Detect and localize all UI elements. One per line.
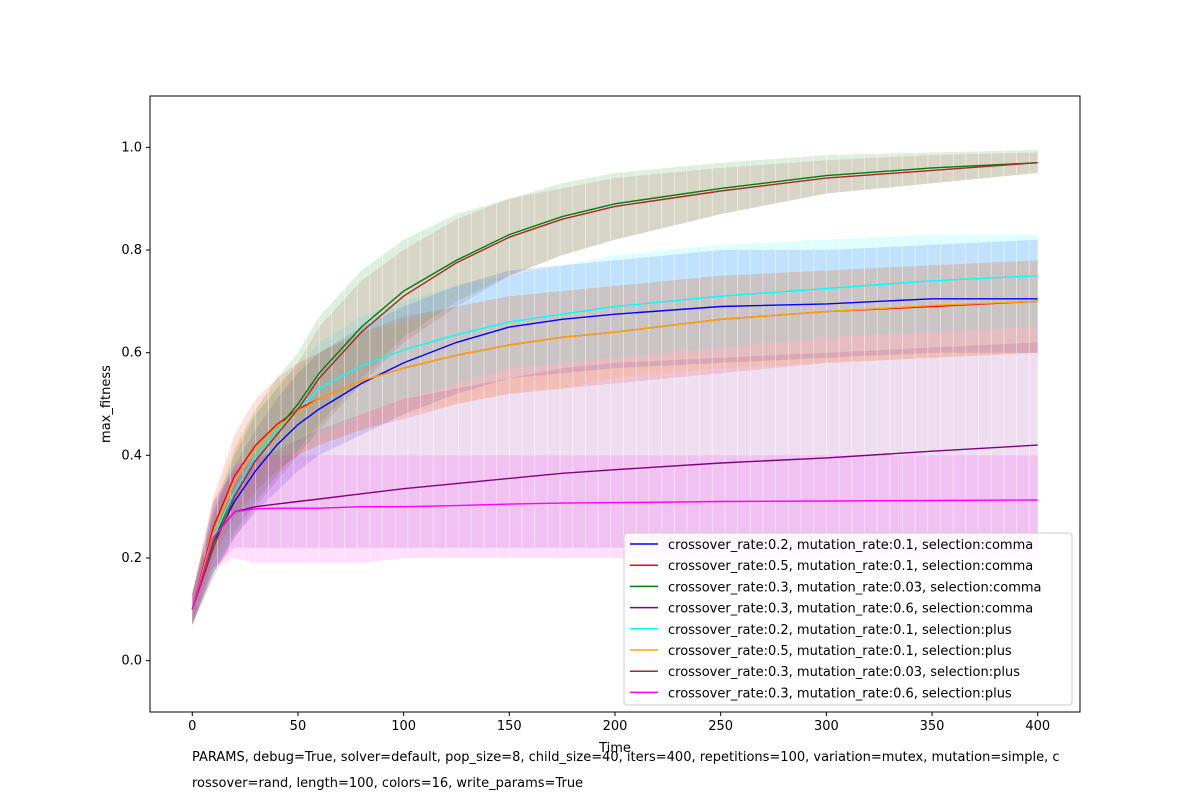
params-line-2: rossover=rand, length=100, colors=16, wr…: [192, 776, 584, 791]
y-tick-label: 0.8: [121, 243, 142, 258]
params-line-1: PARAMS, debug=True, solver=default, pop_…: [192, 750, 1060, 765]
legend-box: [623, 532, 1073, 706]
y-tick-label: 0.0: [121, 654, 142, 669]
line-series-7: [191, 162, 1038, 610]
line-series-8: [191, 499, 1038, 610]
x-tick-label: 50: [290, 719, 307, 734]
y-axis-ticks: 0.0 0.2 0.4 0.6 0.8 1.0: [121, 140, 150, 669]
legend-entry: crossover_rate:0.5, mutation_rate:0.1, s…: [668, 559, 1033, 574]
x-tick-label: 400: [1025, 719, 1050, 734]
legend: crossover_rate:0.2, mutation_rate:0.1, s…: [623, 532, 1073, 706]
x-axis-ticks: 0 50 100 150 200 250 300 350 400: [188, 712, 1050, 734]
legend-entry: crossover_rate:0.2, mutation_rate:0.1, s…: [668, 538, 1033, 553]
x-tick-label: 150: [497, 719, 522, 734]
y-tick-label: 0.6: [121, 346, 142, 361]
legend-entry: crossover_rate:0.3, mutation_rate:0.6, s…: [668, 602, 1033, 617]
x-axis-label: Time: [598, 741, 631, 756]
x-tick-label: 100: [391, 719, 416, 734]
legend-entry: crossover_rate:0.3, mutation_rate:0.03, …: [668, 665, 1020, 680]
line-series-4: [191, 444, 1038, 610]
y-tick-label: 0.2: [121, 551, 142, 566]
band-series-3: [192, 149, 1038, 625]
x-tick-label: 0: [188, 719, 196, 734]
legend-entry: crossover_rate:0.2, mutation_rate:0.1, s…: [668, 623, 1012, 638]
y-tick-label: 1.0: [121, 140, 142, 155]
series-lines: [191, 162, 1038, 610]
y-tick-label: 0.4: [121, 448, 142, 463]
line-series-6: [191, 300, 1038, 610]
line-series-5: [191, 275, 1038, 610]
x-tick-label: 300: [814, 719, 839, 734]
y-axis-label: max_fitness: [99, 365, 114, 443]
legend-entry: crossover_rate:0.3, mutation_rate:0.6, s…: [668, 686, 1012, 701]
legend-entry: crossover_rate:0.5, mutation_rate:0.1, s…: [668, 644, 1012, 659]
band-series-7: [192, 152, 1038, 625]
legend-entry: crossover_rate:0.3, mutation_rate:0.03, …: [668, 580, 1042, 595]
x-tick-label: 250: [708, 719, 733, 734]
line-series-1: [191, 298, 1038, 610]
x-tick-label: 200: [603, 719, 628, 734]
x-tick-label: 350: [920, 719, 945, 734]
confidence-bands: [191, 147, 1038, 625]
